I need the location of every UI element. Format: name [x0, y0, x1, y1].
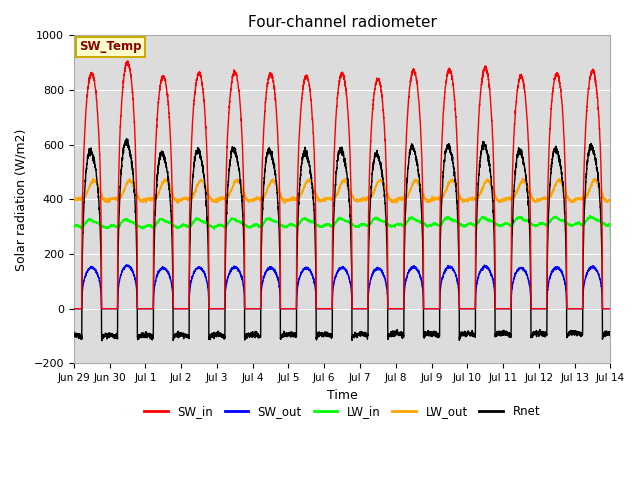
Legend: SW_in, SW_out, LW_in, LW_out, Rnet: SW_in, SW_out, LW_in, LW_out, Rnet — [140, 401, 545, 423]
Title: Four-channel radiometer: Four-channel radiometer — [248, 15, 436, 30]
Y-axis label: Solar radiation (W/m2): Solar radiation (W/m2) — [15, 128, 28, 271]
X-axis label: Time: Time — [327, 389, 358, 402]
Text: SW_Temp: SW_Temp — [79, 40, 141, 53]
